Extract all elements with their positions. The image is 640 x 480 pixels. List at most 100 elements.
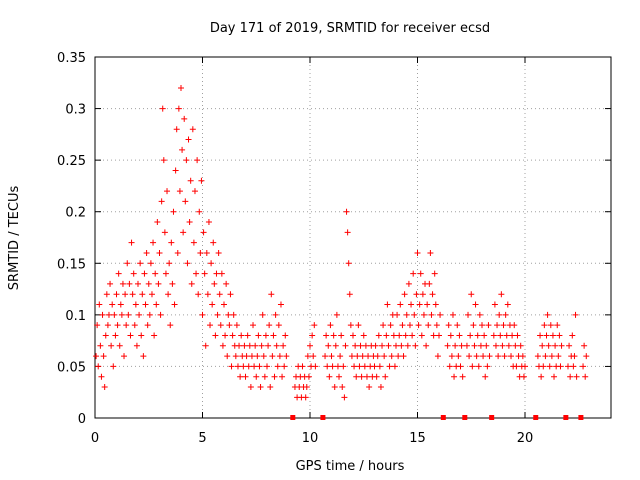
data-point	[552, 342, 559, 349]
data-point	[437, 311, 444, 318]
data-point	[115, 270, 122, 277]
data-point	[222, 332, 229, 339]
data-point	[580, 363, 587, 370]
data-point	[520, 373, 527, 380]
data-point	[256, 363, 263, 370]
data-point	[178, 84, 184, 91]
data-point	[212, 332, 219, 339]
data-point	[162, 270, 169, 277]
data-point	[169, 280, 176, 287]
data-point	[250, 322, 257, 329]
data-point	[180, 229, 187, 236]
data-point	[427, 249, 434, 256]
data-point	[499, 342, 506, 349]
data-point	[125, 311, 132, 318]
data-point	[513, 363, 520, 370]
data-point	[131, 322, 138, 329]
data-point	[259, 311, 266, 318]
data-point	[371, 363, 378, 370]
data-point	[396, 332, 403, 339]
data-point	[157, 311, 164, 318]
data-point	[94, 322, 101, 329]
data-point	[334, 363, 341, 370]
data-point	[566, 342, 573, 349]
data-points	[93, 84, 590, 401]
data-point	[475, 363, 482, 370]
data-point	[473, 353, 480, 360]
data-point	[188, 280, 195, 287]
data-point	[274, 363, 281, 370]
data-point	[156, 249, 163, 256]
data-point	[505, 342, 512, 349]
data-point	[458, 342, 465, 349]
data-point	[273, 342, 280, 349]
data-point	[522, 363, 528, 370]
data-point	[97, 342, 104, 349]
data-point	[111, 311, 118, 318]
no-data-marker	[440, 415, 446, 420]
data-point	[477, 342, 484, 349]
data-point	[275, 322, 282, 329]
data-point	[558, 342, 565, 349]
data-point	[143, 249, 150, 256]
data-point	[412, 342, 419, 349]
x-tick-label: 20	[517, 431, 534, 446]
data-point	[514, 332, 521, 339]
data-point	[414, 249, 421, 256]
y-tick-label: 0.25	[57, 154, 86, 169]
data-point	[276, 353, 283, 360]
data-point	[480, 353, 487, 360]
data-point	[409, 332, 416, 339]
data-point	[310, 353, 317, 360]
data-point	[132, 301, 139, 308]
data-point	[151, 332, 158, 339]
data-point	[340, 363, 347, 370]
data-point	[398, 342, 405, 349]
data-point	[551, 373, 558, 380]
data-point	[160, 157, 167, 164]
data-point	[324, 363, 331, 370]
no-data-marker	[533, 415, 539, 420]
data-point	[546, 363, 553, 370]
data-point	[170, 208, 177, 215]
data-point	[277, 301, 284, 308]
data-point	[420, 311, 427, 318]
data-point	[406, 322, 413, 329]
data-point	[109, 301, 116, 308]
data-point	[456, 332, 463, 339]
data-point	[467, 332, 474, 339]
data-point	[248, 353, 255, 360]
data-point	[468, 291, 475, 298]
data-point	[358, 373, 365, 380]
data-point	[194, 157, 201, 164]
data-point	[311, 322, 318, 329]
data-point	[366, 384, 373, 391]
data-point	[538, 373, 545, 380]
data-point	[105, 311, 112, 318]
data-point	[303, 384, 310, 391]
data-point	[372, 342, 379, 349]
data-point	[459, 373, 466, 380]
no-data-marker	[563, 415, 569, 420]
data-point	[482, 373, 489, 380]
data-point	[542, 353, 549, 360]
data-point	[161, 229, 168, 236]
data-point	[166, 260, 173, 267]
data-point	[191, 188, 198, 195]
data-point	[395, 353, 402, 360]
data-point	[137, 260, 144, 267]
data-point	[351, 363, 358, 370]
y-tick-label: 0.35	[57, 51, 86, 66]
data-point	[360, 332, 367, 339]
data-point	[465, 311, 472, 318]
data-point	[167, 322, 174, 329]
data-point	[238, 332, 245, 339]
data-point	[399, 322, 406, 329]
data-point	[390, 332, 397, 339]
data-point	[237, 373, 244, 380]
data-point	[101, 384, 108, 391]
data-point	[270, 332, 277, 339]
data-point	[495, 353, 502, 360]
data-point	[416, 301, 423, 308]
data-point	[117, 301, 124, 308]
